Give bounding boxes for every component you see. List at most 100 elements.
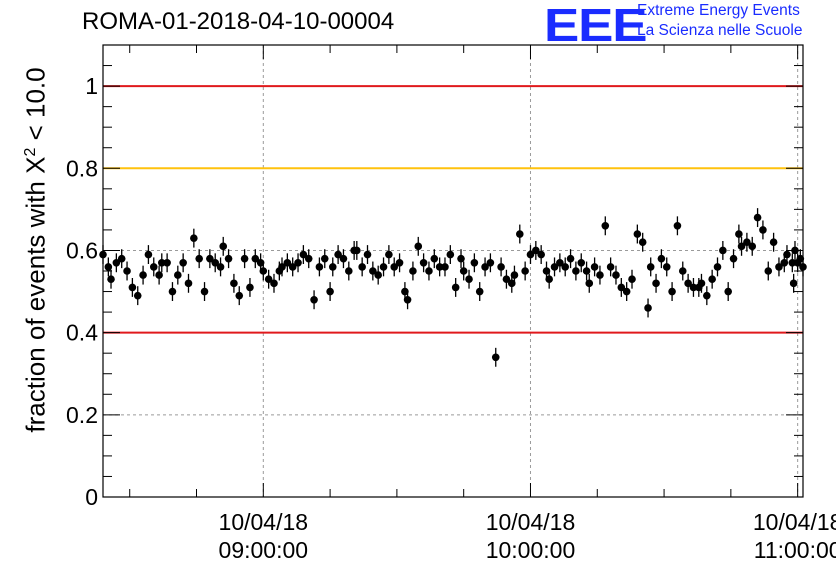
point-marker	[451, 283, 460, 292]
data-points	[99, 208, 807, 367]
point-marker	[168, 287, 177, 296]
x-tick-label-time: 10:00:00	[486, 537, 576, 563]
point-marker	[435, 263, 444, 271]
data-point	[633, 224, 642, 244]
point-marker	[230, 279, 238, 288]
point-marker	[612, 271, 620, 279]
x-tick-label-date: 10/04/18	[753, 509, 836, 535]
data-point	[585, 273, 594, 293]
point-marker	[315, 263, 324, 271]
data-point	[668, 282, 676, 301]
data-point	[144, 245, 153, 265]
point-marker	[796, 254, 805, 263]
point-marker	[507, 279, 516, 288]
point-marker	[174, 271, 182, 279]
point-marker	[668, 287, 676, 296]
point-marker	[446, 250, 455, 259]
data-point	[107, 269, 115, 289]
data-point	[545, 269, 553, 289]
data-point	[596, 265, 604, 285]
data-point	[638, 232, 647, 252]
data-point	[117, 249, 126, 269]
point-marker	[195, 254, 203, 263]
data-point	[155, 265, 163, 285]
data-point	[353, 241, 361, 260]
point-marker	[163, 258, 171, 267]
data-point	[612, 265, 620, 285]
data-point	[689, 277, 698, 297]
point-marker	[385, 250, 393, 259]
data-point	[502, 269, 511, 289]
point-marker	[708, 275, 716, 284]
chart-title: ROMA-01-2018-04-10-00004	[82, 8, 395, 35]
data-point	[435, 257, 444, 277]
data-point	[743, 232, 751, 252]
point-marker	[157, 258, 166, 267]
point-marker	[353, 246, 361, 255]
point-marker	[441, 263, 449, 271]
point-marker	[419, 258, 428, 267]
point-marker	[521, 267, 529, 275]
point-marker	[791, 246, 799, 255]
data-point	[703, 286, 711, 306]
data-point	[729, 249, 738, 269]
data-point	[163, 253, 171, 273]
point-marker	[117, 254, 126, 263]
data-point	[590, 257, 599, 277]
point-marker	[644, 304, 652, 312]
y-axis-label: fraction of events with X2 < 10.0	[21, 67, 52, 432]
point-marker	[617, 283, 626, 292]
point-marker	[596, 271, 604, 279]
data-point	[409, 261, 417, 281]
point-marker	[246, 283, 254, 292]
point-marker	[403, 295, 412, 304]
point-marker	[775, 263, 783, 271]
data-point	[219, 236, 228, 256]
data-point	[179, 253, 187, 273]
plot-border	[102, 44, 804, 498]
point-marker	[713, 263, 722, 271]
point-marker	[104, 263, 113, 271]
data-point	[99, 245, 107, 265]
point-marker	[759, 226, 767, 234]
point-marker	[425, 267, 433, 275]
data-point	[299, 245, 308, 265]
data-point	[446, 245, 455, 265]
data-point	[601, 216, 610, 236]
data-point	[363, 245, 372, 265]
point-marker	[678, 267, 687, 275]
data-point	[200, 282, 209, 301]
data-point	[240, 249, 249, 269]
data-point	[459, 261, 468, 281]
data-point	[775, 257, 783, 277]
data-point	[719, 241, 727, 260]
data-point	[791, 241, 799, 260]
point-marker	[743, 238, 751, 247]
tick-labels: 00.20.40.60.8110/04/1809:00:0010/04/1810…	[66, 73, 836, 563]
point-marker	[638, 238, 647, 247]
data-point	[684, 273, 692, 293]
data-point	[246, 277, 254, 297]
point-marker	[673, 222, 682, 230]
logo-caption: Extreme Energy Events La Scienza nelle S…	[637, 1, 802, 41]
data-point	[304, 249, 313, 269]
point-marker	[703, 291, 711, 300]
point-marker	[339, 254, 348, 263]
point-marker	[601, 222, 610, 230]
point-marker	[550, 263, 559, 271]
point-marker	[465, 275, 473, 284]
data-point	[288, 257, 297, 277]
data-point	[556, 253, 564, 273]
point-marker	[390, 263, 399, 271]
point-marker	[155, 271, 163, 279]
point-marker	[780, 258, 789, 267]
data-point	[532, 241, 540, 260]
y-tick-label: 0.4	[66, 320, 98, 346]
data-point	[104, 257, 113, 277]
axis-ticks	[103, 44, 803, 498]
point-marker	[235, 291, 244, 300]
data-point	[251, 249, 260, 269]
data-point	[475, 282, 484, 301]
point-marker	[491, 353, 500, 362]
data-point	[294, 253, 302, 273]
